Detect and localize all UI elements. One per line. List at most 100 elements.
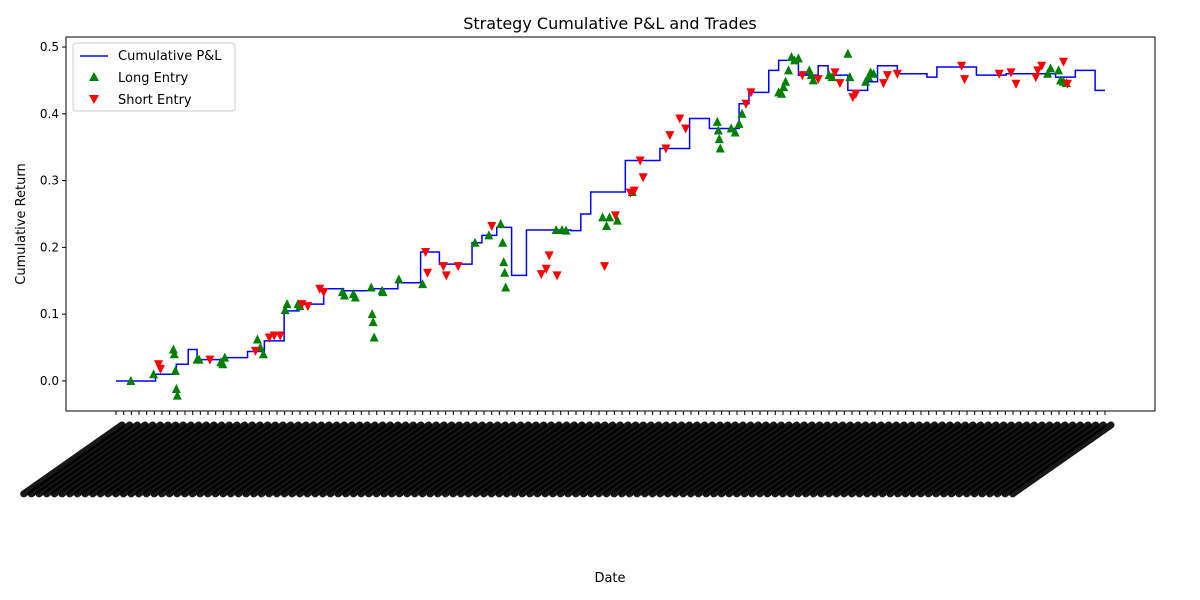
short-entry-point — [1006, 68, 1016, 78]
x-tick-label — [43, 421, 149, 498]
x-tick-label — [587, 421, 693, 498]
long-entry-point — [827, 72, 837, 82]
short-entry-point — [1033, 66, 1043, 76]
x-tick-label — [158, 421, 264, 498]
short-entry-point — [552, 271, 562, 281]
short-entry-point — [994, 69, 1004, 79]
long-entry-point — [602, 221, 612, 231]
short-entry-point — [813, 75, 823, 85]
plot-area — [65, 36, 1156, 412]
x-tick-label — [763, 421, 870, 498]
long-entry-point — [1043, 68, 1053, 78]
x-tick-label — [96, 421, 203, 498]
x-tick-label — [978, 421, 1084, 498]
y-tick-label: 0.0 — [40, 374, 59, 388]
x-tick-label — [832, 421, 939, 498]
long-entry-point — [737, 108, 747, 118]
x-tick-label — [909, 421, 1015, 498]
x-tick-label — [932, 421, 1038, 498]
long-entry-point — [282, 299, 292, 309]
short-entry-point — [536, 270, 546, 280]
short-entry-point — [878, 79, 888, 89]
x-tick-label — [265, 421, 371, 498]
long-entry-point — [368, 317, 378, 327]
long-entry-point — [220, 352, 230, 362]
short-entry-point — [544, 251, 554, 261]
short-entry-point — [269, 331, 279, 341]
short-entry-point — [851, 89, 861, 99]
x-tick-label — [372, 421, 479, 498]
short-entry-point — [960, 75, 970, 85]
short-entry-point — [1058, 57, 1068, 67]
chart-title: Strategy Cumulative P&L and Trades — [463, 14, 757, 33]
short-entry-point — [610, 211, 620, 221]
y-tick-label: 0.1 — [40, 307, 59, 321]
x-tick-label — [319, 421, 425, 498]
short-entry-point — [681, 124, 691, 134]
long-entry-point — [367, 309, 377, 319]
x-tick-label — [625, 421, 732, 498]
long-entry-point — [1046, 63, 1056, 73]
short-entry-point — [1062, 79, 1072, 89]
x-tick-label — [403, 421, 509, 498]
x-tick-label — [1009, 421, 1115, 498]
x-tick-label — [702, 421, 808, 498]
short-entry-point — [453, 262, 463, 272]
x-tick-label — [809, 421, 916, 498]
long-entry-point — [1054, 65, 1064, 75]
long-entry-point — [126, 375, 136, 385]
x-tick-label — [717, 421, 824, 498]
short-entry-point — [250, 346, 260, 356]
x-tick-label — [564, 421, 670, 498]
short-entry-point — [264, 333, 274, 343]
long-entry-point — [781, 76, 791, 86]
short-entry-point — [638, 173, 648, 183]
long-entry-point — [726, 123, 736, 133]
x-tick-label — [150, 421, 256, 498]
x-tick-label — [579, 421, 686, 498]
x-tick-label — [196, 421, 302, 498]
y-tick-label: 0.5 — [40, 40, 59, 54]
x-tick-label — [234, 421, 341, 498]
x-tick-label — [142, 421, 249, 498]
x-tick-label — [480, 421, 586, 498]
x-tick-label — [848, 421, 954, 498]
short-entry-point — [629, 186, 639, 196]
x-tick-label — [510, 421, 617, 498]
long-entry-point — [258, 349, 268, 359]
x-tick-label — [825, 421, 931, 498]
x-tick-label — [211, 421, 318, 498]
long-entry-point — [779, 82, 789, 92]
short-entry-point — [319, 288, 329, 298]
short-entry-point — [741, 99, 751, 109]
x-tick-label — [863, 421, 969, 498]
x-tick-label — [633, 421, 739, 498]
long-entry-point — [498, 237, 508, 247]
x-tick-label — [35, 421, 141, 498]
x-tick-label — [112, 421, 218, 498]
long-entry-point — [170, 365, 180, 375]
x-tick-label — [648, 421, 755, 498]
x-tick-label — [273, 421, 379, 498]
long-entry-point — [169, 349, 179, 359]
long-entry-point — [218, 359, 228, 369]
short-entry-point — [600, 262, 610, 272]
short-entry-point — [797, 71, 807, 81]
x-tick-label — [181, 421, 287, 498]
x-tick-label — [602, 421, 709, 498]
x-tick-label — [940, 421, 1046, 498]
short-entry-point — [154, 360, 164, 370]
x-tick-label — [434, 421, 540, 498]
long-entry-point — [418, 279, 428, 289]
long-entry-point — [598, 212, 608, 222]
short-entry-point — [275, 331, 285, 341]
long-entry-point — [350, 292, 360, 302]
y-axis: 0.0 0.1 0.2 0.3 0.4 0.5 — [40, 40, 66, 388]
x-tick-label — [748, 421, 854, 498]
legend-label-long: Long Entry — [118, 71, 188, 86]
x-tick-label — [533, 421, 640, 498]
x-tick-label — [411, 421, 517, 498]
short-entry-point — [892, 69, 902, 79]
long-entry-point — [172, 390, 182, 400]
